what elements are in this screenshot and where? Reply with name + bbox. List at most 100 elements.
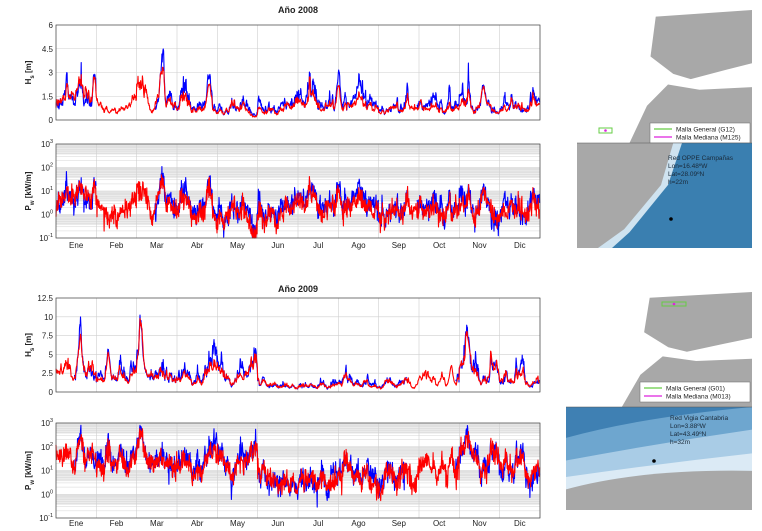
ylabel-unit: [m]	[24, 60, 33, 75]
tick-base: 10	[41, 467, 50, 476]
x-tick-label: Ago	[351, 241, 366, 250]
tick-exponent: -1	[48, 233, 53, 239]
plot-frame	[55, 143, 541, 239]
ylabel-main: P	[24, 484, 33, 490]
legend-label: Malla General (G01)	[666, 386, 725, 393]
ylabel-unit: [kW/m]	[24, 171, 33, 200]
y-tick-label: 10-1	[39, 233, 53, 243]
x-tick-label: Nov	[472, 241, 486, 250]
x-tick-label: Abr	[191, 241, 204, 250]
x-tick-label: Jun	[271, 241, 284, 250]
station-marker	[652, 459, 656, 463]
y-tick-label: 10-1	[39, 513, 53, 523]
y-tick-label: 0	[49, 388, 54, 397]
x-tick-label: Mar	[150, 519, 164, 528]
station-info-line: h=22m	[668, 179, 688, 186]
y-tick-label: 6	[49, 21, 54, 30]
ylabel-main: H	[24, 351, 33, 357]
station-info-line: Lon=3.88ºW	[670, 423, 707, 430]
location-map-2: Malla General (G01)Malla Mediana (M013) R…	[566, 292, 752, 510]
detail-land	[577, 143, 674, 248]
panel-hs: 0 1.5 3 4.5 6 Hs [m]	[24, 21, 541, 125]
tick-base: 10	[41, 211, 50, 220]
tick-exponent: 0	[50, 489, 53, 495]
ylabel-main: H	[24, 78, 33, 84]
y-tick-label: 1.5	[42, 92, 54, 101]
tick-exponent: 2	[50, 163, 53, 169]
x-tick-label: Sep	[392, 241, 407, 250]
y-tick-label: 2.5	[42, 369, 54, 378]
plot-frame	[55, 297, 541, 393]
y-axis-label: Pw [kW/m]	[24, 451, 36, 490]
series-line-red	[55, 174, 541, 239]
plot-frame	[55, 422, 541, 519]
tick-base: 10	[39, 514, 48, 523]
y-axis-label: Pw [kW/m]	[24, 171, 36, 210]
chart-title: Año 2009	[278, 284, 318, 294]
legend-label: Malla General (G12)	[676, 127, 735, 134]
station-marker	[669, 217, 673, 221]
series-line-blue	[154, 48, 410, 117]
x-tick-label: Jul	[313, 241, 323, 250]
series-line-red	[55, 66, 541, 118]
y-tick-label: 101	[41, 466, 53, 476]
x-tick-label: Jun	[271, 519, 284, 528]
iberia-landmass	[644, 292, 752, 352]
y-tick-label: 100	[41, 210, 53, 220]
x-tick-label: Mar	[150, 241, 164, 250]
x-tick-label: Ago	[351, 519, 366, 528]
station-info-line: Red OPPE Campañas	[668, 155, 734, 162]
x-tick-label: May	[230, 519, 245, 528]
x-tick-label: Jul	[313, 519, 323, 528]
ylabel-sub: w	[30, 200, 36, 206]
y-tick-label: 102	[41, 163, 53, 173]
station-info-line: h=32m	[670, 439, 690, 446]
tick-exponent: 3	[50, 418, 53, 424]
map-legend: Malla General (G01)Malla Mediana (M013)	[639, 381, 751, 403]
station-info-line: Red Vigia Cantabria	[670, 415, 728, 422]
y-axis-label: Hs [m]	[24, 60, 36, 84]
tick-exponent: -1	[48, 513, 53, 519]
ylabel-sub: s	[30, 75, 36, 79]
tick-exponent: 2	[50, 442, 53, 448]
detail-land	[566, 470, 752, 510]
x-tick-label: Oct	[433, 241, 446, 250]
grid-extent-general	[598, 127, 613, 134]
station-info-line: Lat=28.09ºN	[668, 171, 704, 178]
ylabel-sub: w	[30, 480, 36, 486]
grid-extent-mediana	[604, 129, 607, 132]
ylabel-sub: s	[30, 347, 36, 351]
tick-base: 10	[41, 164, 50, 173]
tick-base: 10	[41, 140, 50, 149]
series-line-red	[55, 428, 541, 502]
map-legend: Malla General (G12)Malla Mediana (M125)	[649, 122, 751, 144]
tick-exponent: 1	[50, 186, 53, 192]
ylabel-unit: [m]	[24, 333, 33, 348]
tick-exponent: 1	[50, 466, 53, 472]
legend-label: Malla Mediana (M013)	[666, 394, 731, 401]
iberia-landmass	[650, 10, 752, 80]
y-tick-label: 100	[41, 489, 53, 499]
legend-label: Malla Mediana (M125)	[676, 135, 741, 142]
chart-title: Año 2008	[278, 5, 318, 15]
x-tick-label: Dic	[514, 241, 526, 250]
x-tick-label: May	[230, 241, 245, 250]
tick-base: 10	[41, 419, 50, 428]
tick-base: 10	[41, 443, 50, 452]
location-map-1: Malla General (G12)Malla Mediana (M125) R…	[577, 10, 752, 248]
station-info-line: Lon=16.48ºW	[668, 163, 708, 170]
y-tick-label: 12.5	[37, 294, 53, 303]
y-tick-label: 101	[41, 186, 53, 196]
panel-hs: 0 2.5 5 7.5 10 12.5 Hs [m]	[24, 294, 541, 397]
x-tick-label: Feb	[110, 241, 124, 250]
series-line-red	[55, 317, 540, 390]
y-tick-label: 3	[49, 69, 54, 78]
ylabel-main: P	[24, 204, 33, 210]
y-tick-label: 5	[49, 350, 54, 359]
x-tick-label: Abr	[191, 519, 204, 528]
